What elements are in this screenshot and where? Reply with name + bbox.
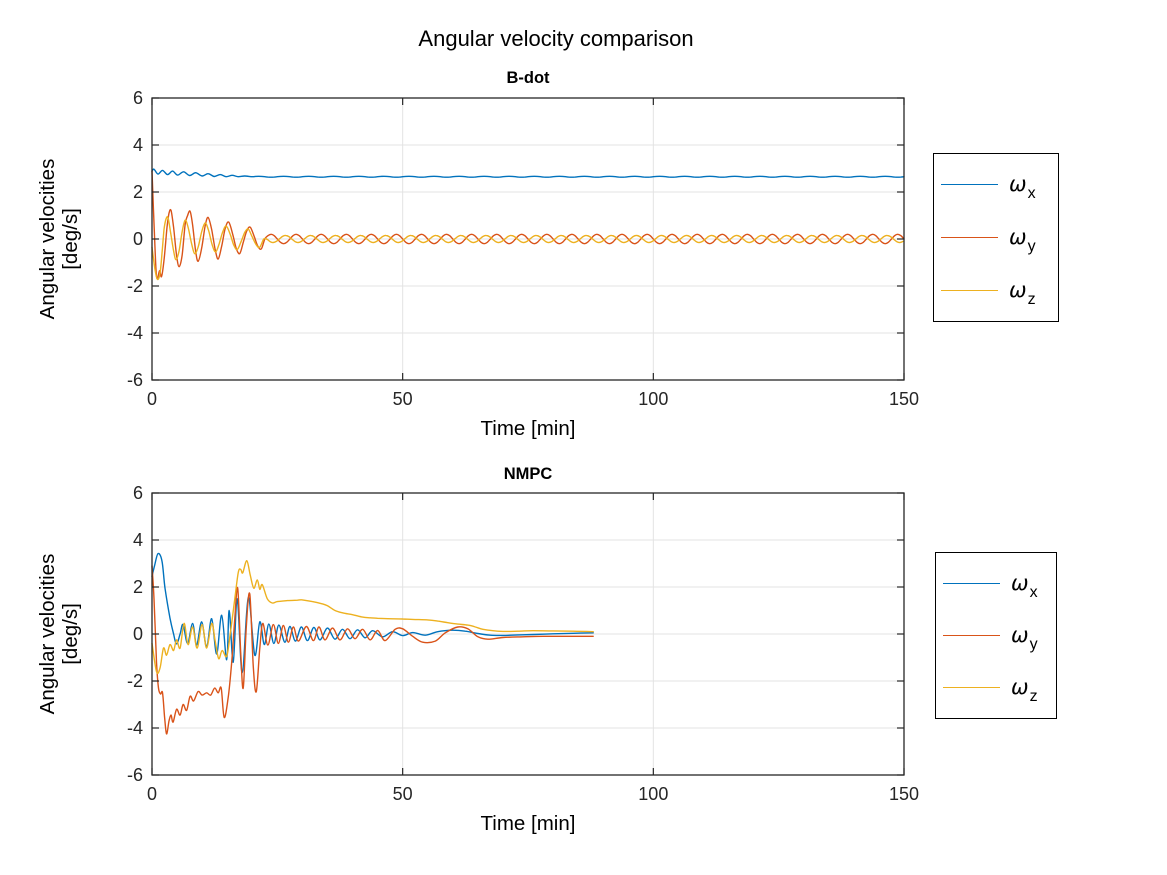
y-axis-label-line1: Angular velocities <box>36 553 60 715</box>
legend-label: ωz <box>1009 278 1036 308</box>
legend-label: ωy <box>1009 225 1036 255</box>
y-tick-label: -6 <box>127 370 143 390</box>
x-tick-label: 100 <box>638 784 668 804</box>
y-tick-label: 2 <box>133 182 143 202</box>
y-tick-label: 6 <box>133 483 143 503</box>
nmpc-y-axis-label: Angular velocities [deg/s] <box>36 553 83 715</box>
legend-entry-omega_z: ωz <box>936 675 1056 706</box>
legend-entry-omega_z: ωz <box>934 278 1058 308</box>
series-omega_y-line <box>151 170 905 280</box>
figure-title: Angular velocity comparison <box>418 26 694 51</box>
x-tick-label: 100 <box>638 389 668 409</box>
legend-line-sample <box>941 184 998 185</box>
legend-line-sample <box>941 290 998 291</box>
legend-label: ωx <box>1011 570 1038 601</box>
y-tick-label: 0 <box>133 624 143 644</box>
bdot-x-axis-label: Time [min] <box>480 417 576 440</box>
bdot-plot-area: 0 50 100 150 -6 -4 -2 0 2 4 6 <box>127 88 919 409</box>
legend-entry-omega_x: ωx <box>934 172 1058 202</box>
x-tick-label: 50 <box>393 784 413 804</box>
legend-label: ωy <box>1011 622 1038 653</box>
y-axis-label-line1: Angular velocities <box>36 158 60 320</box>
y-tick-label: -4 <box>127 323 143 343</box>
x-tick-label: 0 <box>147 389 157 409</box>
nmpc-plot-area: 0 50 100 150 -6 -4 -2 0 2 4 6 <box>127 483 919 804</box>
legend-label: ωx <box>1009 172 1036 202</box>
series-omega_x-line <box>151 168 905 178</box>
legend-line-sample <box>943 687 1000 689</box>
legend-label: ωz <box>1011 675 1038 706</box>
y-tick-label: 2 <box>133 577 143 597</box>
legend-line-sample <box>943 634 1000 636</box>
series-omega_z-line <box>151 559 594 675</box>
y-tick-label: -4 <box>127 718 143 738</box>
series-omega_y-line <box>151 565 594 735</box>
subplot-bdot-title: B-dot <box>506 69 550 87</box>
y-tick-label: 6 <box>133 88 143 108</box>
subplot-nmpc-title: NMPC <box>503 465 553 483</box>
y-tick-label: 0 <box>133 229 143 249</box>
nmpc-legend: ωx ωy ωz <box>935 552 1057 719</box>
y-tick-label: 4 <box>133 530 143 550</box>
y-tick-label: 4 <box>133 135 143 155</box>
x-tick-label: 50 <box>393 389 413 409</box>
legend-entry-omega_y: ωy <box>936 622 1056 653</box>
y-tick-label: -6 <box>127 765 143 785</box>
x-tick-label: 150 <box>889 784 919 804</box>
legend-entry-omega_y: ωy <box>934 225 1058 255</box>
y-tick-label: -2 <box>127 671 143 691</box>
y-axis-label-line2: [deg/s] <box>59 603 82 665</box>
bdot-legend: ωx ωy ωz <box>933 153 1059 322</box>
series-omega_z-line <box>151 216 904 281</box>
x-tick-label: 0 <box>147 784 157 804</box>
bdot-y-axis-label: Angular velocities [deg/s] <box>36 158 83 320</box>
y-tick-label: -2 <box>127 276 143 296</box>
nmpc-x-axis-label: Time [min] <box>480 812 576 835</box>
y-axis-label-line2: [deg/s] <box>59 208 82 270</box>
legend-line-sample <box>941 237 998 238</box>
x-tick-label: 150 <box>889 389 919 409</box>
legend-line-sample <box>943 582 1000 584</box>
legend-entry-omega_x: ωx <box>936 570 1056 601</box>
